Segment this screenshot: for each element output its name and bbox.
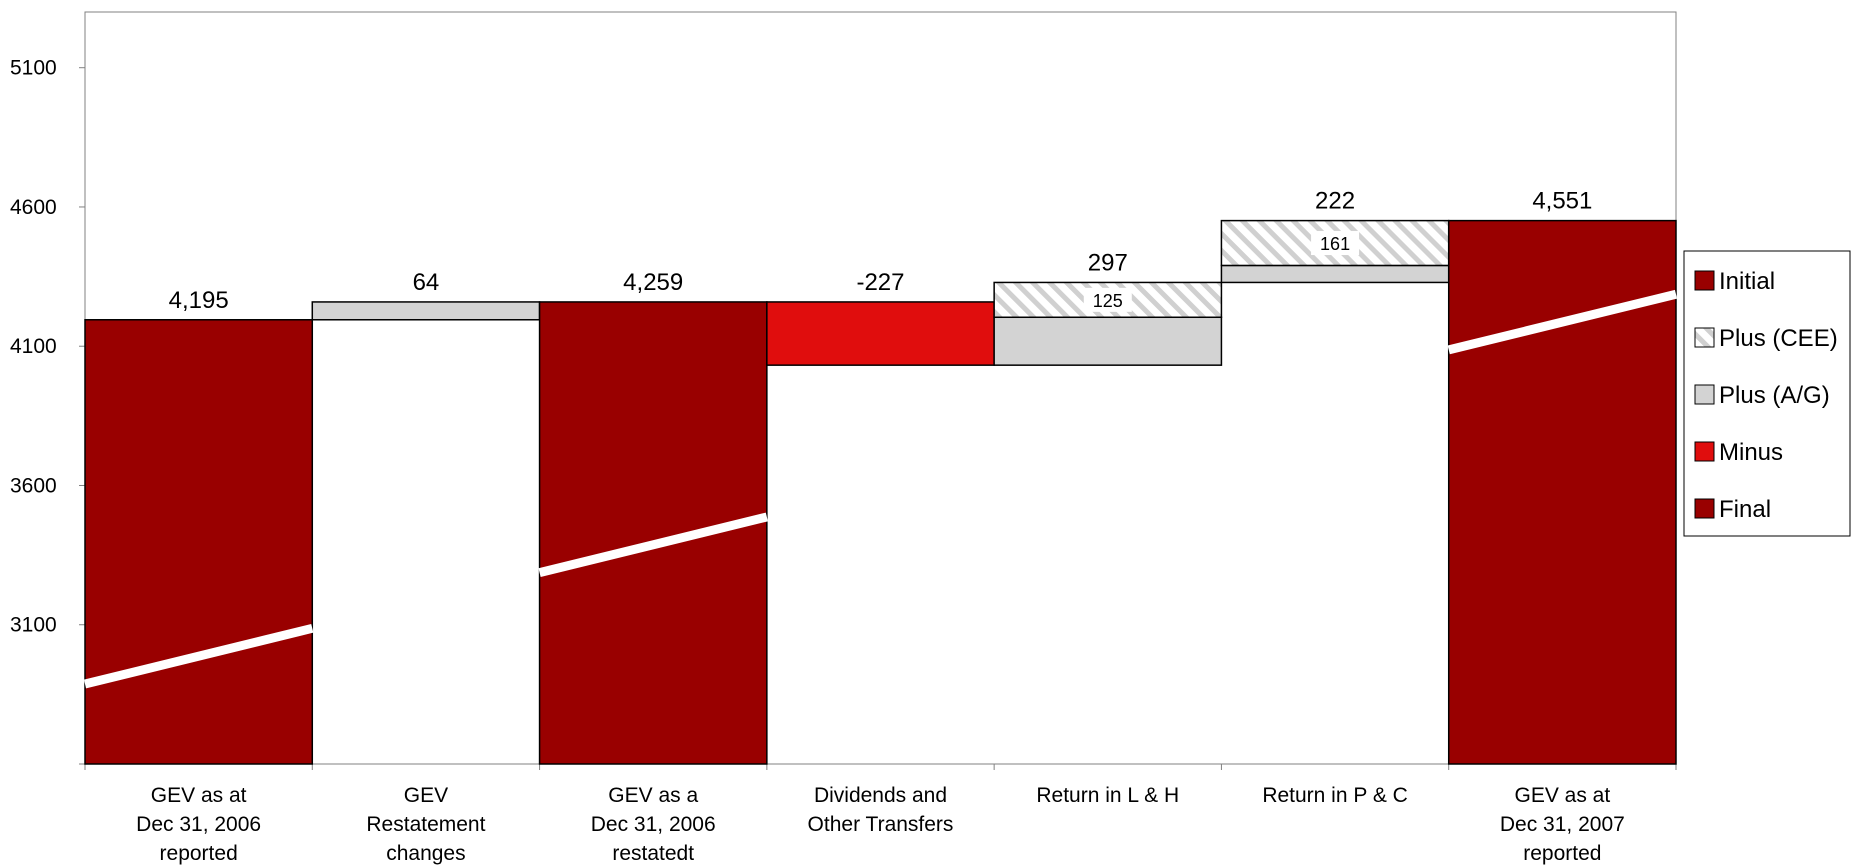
segment-value-label: 125 [1093,291,1123,311]
axis-break-line [538,512,768,578]
legend-label: Plus (CEE) [1719,325,1838,352]
segment-value-label: 161 [1320,234,1350,254]
bar-segment [538,301,768,765]
data-label: 4,551 [1532,188,1592,215]
legend-swatch [1694,327,1715,348]
category-label: Dec 31, 2007 [1500,813,1625,836]
data-label: 4,195 [169,287,229,314]
category-label: Return in L & H [1036,784,1179,807]
legend-label: Plus (A/G) [1719,382,1830,409]
category-label: Other Transfers [808,813,954,836]
legend-swatch [1694,270,1715,291]
category-label: Dividends and [814,784,947,807]
category-label: GEV as a [608,784,698,807]
y-tick-label: 3100 [10,614,57,637]
y-tick-label: 4600 [10,196,57,219]
category-label: Restatement [366,813,485,836]
axis-break-line [83,623,314,689]
legend-label: Minus [1719,439,1783,466]
y-tick-label: 3600 [10,474,57,497]
legend-label: Final [1719,496,1771,523]
data-label: 297 [1088,249,1128,276]
category-label: GEV [404,784,448,807]
data-label: 64 [413,269,440,296]
data-label: -227 [856,269,904,296]
segment-label-bg [1311,231,1360,256]
axis-break-line [1447,289,1678,355]
category-label: restatedt [612,842,694,865]
bar-segment [1447,219,1677,765]
legend-swatch [1694,498,1715,519]
category-label: GEV as at [151,784,247,807]
y-tick-label: 4100 [10,335,57,358]
data-label: 4,259 [623,269,683,296]
category-label: changes [386,842,465,865]
y-tick-label: 5100 [10,57,57,80]
bar-segment [311,301,541,321]
segment-label-bg [1083,287,1132,312]
category-label: reported [160,842,238,865]
category-label: Dec 31, 2006 [136,813,261,836]
bar-segment [993,316,1223,366]
legend-label: Initial [1719,268,1775,295]
category-label: GEV as at [1514,784,1610,807]
category-label: Return in P & C [1262,784,1408,807]
legend-swatch [1694,441,1715,462]
legend-swatch [1694,384,1715,405]
category-label: Dec 31, 2006 [591,813,716,836]
category-label: reported [1523,842,1601,865]
bar-segment [766,301,995,366]
plot-area [84,11,1677,765]
bar-segment [84,319,314,765]
bar-segment [1220,264,1450,284]
data-label: 222 [1315,188,1355,215]
